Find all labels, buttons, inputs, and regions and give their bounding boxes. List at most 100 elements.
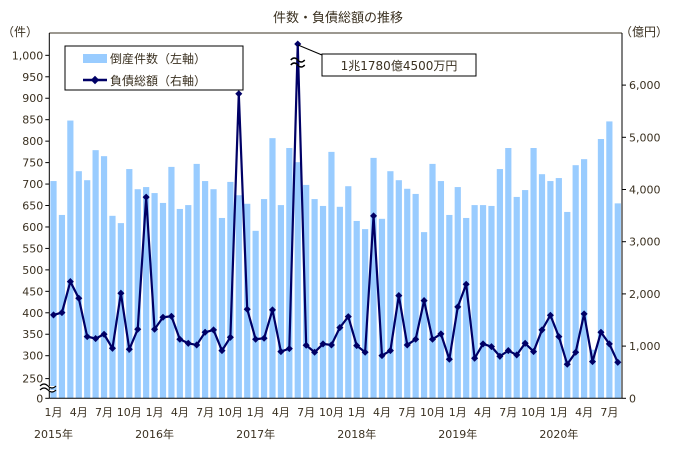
point-2017-08	[311, 348, 319, 356]
point-2018-11	[437, 330, 445, 338]
left-tick-label: 500	[22, 264, 43, 277]
point-2017-02	[260, 334, 268, 342]
point-2020-04	[580, 310, 588, 318]
x-tick-label: 7月	[600, 406, 618, 419]
bar-2016-02	[159, 202, 167, 399]
bar-2020-03	[572, 165, 579, 399]
point-2016-10	[226, 333, 234, 341]
left-tick-label: 250	[22, 373, 43, 386]
point-2018-05	[386, 347, 394, 355]
bar-2018-02	[362, 229, 369, 399]
bar-2018-09	[420, 232, 428, 399]
bar-2016-06	[193, 163, 200, 399]
point-2018-01	[353, 342, 361, 350]
bar-2016-01	[151, 193, 158, 399]
bar-2017-05	[286, 148, 293, 399]
point-2018-08	[412, 335, 420, 343]
point-2019-10	[530, 348, 538, 356]
bar-2019-06	[496, 169, 503, 399]
bar-2015-06	[92, 150, 99, 399]
bar-2016-08	[210, 189, 217, 399]
annotation-text: 1兆1780億4500万円	[341, 59, 458, 73]
bar-2015-09	[117, 223, 124, 399]
chart-title: 件数・負債総額の推移	[273, 11, 403, 26]
x-tick-label: 4月	[474, 406, 492, 419]
x-tick-label: 1月	[550, 406, 568, 419]
point-2018-02	[361, 348, 369, 356]
bar-2019-02	[463, 217, 470, 399]
point-2015-06	[92, 335, 100, 343]
left-tick-label: 700	[22, 178, 43, 191]
point-2018-10	[428, 335, 437, 343]
x-tick-label: 7月	[499, 406, 517, 419]
year-label: 2020年	[539, 427, 578, 441]
point-2017-12	[344, 313, 352, 321]
bar-2017-01	[252, 230, 259, 399]
bar-2015-02	[58, 214, 66, 399]
bar-2019-12	[547, 181, 554, 399]
point-2017-05	[285, 345, 293, 353]
bar-2018-06	[395, 180, 402, 399]
x-tick-label: 1月	[348, 406, 366, 419]
point-2016-06	[193, 341, 201, 349]
point-2015-03	[66, 278, 74, 286]
left-tick-label: 550	[22, 242, 43, 255]
x-tick-label: 1月	[247, 406, 265, 419]
point-2019-08	[513, 351, 521, 359]
line-break-icon	[290, 57, 306, 68]
bar-2020-02	[564, 211, 571, 399]
bar-2018-11	[437, 181, 445, 399]
bar-2015-03	[67, 120, 74, 399]
x-tick-label: 4月	[70, 406, 88, 419]
point-2017-09	[319, 340, 327, 348]
point-2015-07	[100, 330, 108, 338]
bar-2017-04	[277, 205, 285, 399]
point-2020-06	[597, 328, 605, 336]
bar-2017-07	[303, 184, 310, 399]
point-2019-02	[462, 280, 470, 288]
bar-2015-05	[84, 180, 91, 399]
left-tick-label: 900	[22, 92, 43, 105]
bar-2018-01	[353, 220, 360, 399]
point-2020-03	[572, 348, 580, 356]
point-2016-01	[151, 325, 159, 333]
x-tick-label: 1月	[45, 406, 63, 419]
bar-2017-11	[336, 206, 343, 399]
year-label: 2019年	[438, 427, 477, 441]
point-2015-01	[49, 311, 58, 319]
legend-diamond-marker	[90, 75, 100, 85]
legend-bar-swatch	[83, 54, 107, 63]
point-2017-11	[336, 324, 344, 332]
bar-2018-07	[404, 188, 411, 399]
bar-2019-10	[530, 148, 537, 399]
bar-2016-05	[185, 205, 192, 399]
bar-2019-01	[454, 187, 461, 399]
x-tick-label: 10月	[319, 406, 344, 419]
x-tick-label: 1月	[449, 406, 467, 419]
bar-2019-09	[522, 190, 529, 399]
point-2019-05	[487, 343, 495, 351]
point-2016-05	[184, 339, 192, 347]
point-2016-04	[176, 335, 184, 343]
point-2019-12	[546, 311, 554, 319]
point-2015-09	[117, 289, 125, 297]
point-2019-01	[454, 303, 462, 311]
bar-2020-07	[606, 121, 613, 399]
bar-2015-12	[143, 187, 150, 399]
point-2015-12	[142, 193, 150, 201]
point-2019-09	[521, 339, 529, 347]
point-2016-02	[159, 313, 167, 321]
point-2018-07	[403, 341, 411, 349]
axis-break-icon	[39, 383, 57, 393]
legend: 倒産件数（左軸） 負債総額（右軸）	[64, 45, 244, 91]
left-tick-label: 1,000	[12, 49, 44, 62]
left-tick-label: 300	[22, 350, 43, 363]
point-2015-08	[108, 344, 117, 352]
left-tick-label: 850	[22, 114, 43, 127]
point-2017-07	[302, 341, 310, 349]
point-2020-08	[614, 358, 622, 366]
right-tick-label: 0	[629, 392, 636, 405]
point-2016-12	[243, 305, 251, 313]
bar-2016-11	[235, 195, 242, 399]
